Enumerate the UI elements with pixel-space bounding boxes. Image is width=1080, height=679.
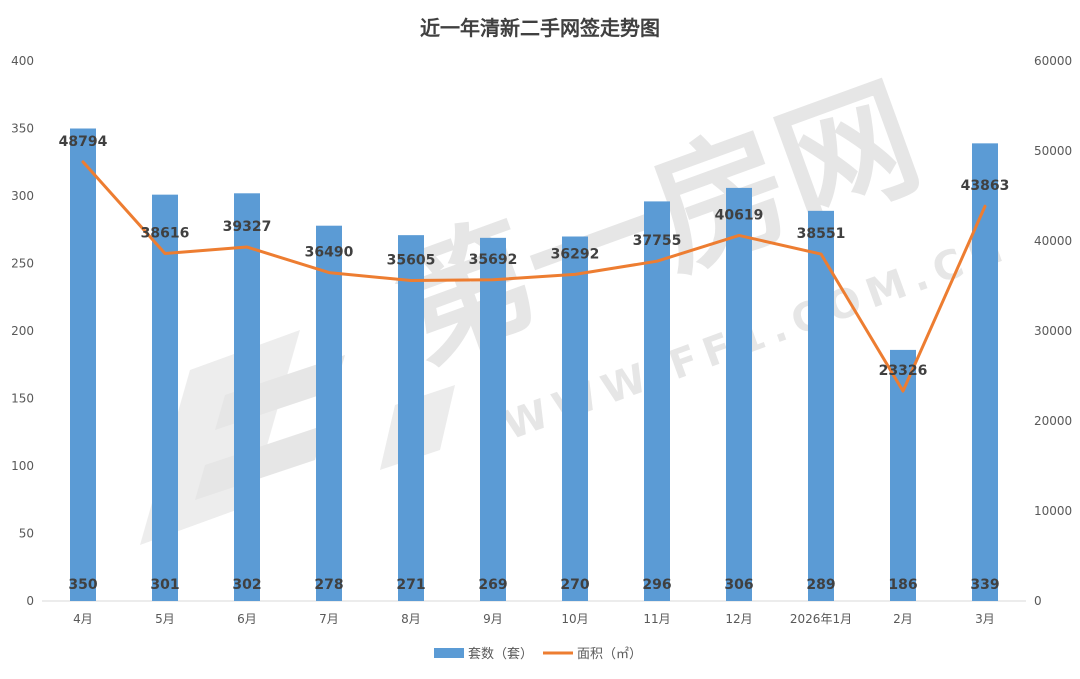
left-tick-label: 350 bbox=[11, 122, 34, 136]
bar bbox=[398, 235, 424, 601]
x-tick-label: 4月 bbox=[73, 612, 93, 626]
line-value-label: 36292 bbox=[551, 246, 600, 262]
line-series bbox=[81, 160, 987, 393]
x-axis-labels: 4月 5月 6月 7月 8月 9月 10月 11月 12月 2026年1月 2月 3月 bbox=[73, 612, 995, 626]
line-value-label: 39327 bbox=[223, 219, 272, 235]
bar-value-label: 186 bbox=[888, 577, 917, 593]
x-tick-label: 3月 bbox=[975, 612, 995, 626]
line-value-label: 35692 bbox=[469, 252, 518, 268]
x-tick-label: 11月 bbox=[643, 612, 670, 626]
line-value-label: 40619 bbox=[715, 207, 764, 223]
line-value-label: 38551 bbox=[797, 226, 846, 242]
bar-value-label: 306 bbox=[724, 577, 753, 593]
bar bbox=[316, 225, 342, 601]
legend: 套数（套） 面积（㎡） bbox=[434, 646, 642, 662]
bar-value-label: 270 bbox=[560, 577, 589, 593]
x-tick-label: 8月 bbox=[401, 612, 421, 626]
x-tick-label: 12月 bbox=[725, 612, 752, 626]
x-tick-label: 9月 bbox=[483, 612, 503, 626]
bar-data-labels: 350 301 302 278 271 269 270 296 306 289 186 339 bbox=[68, 577, 999, 593]
right-tick-label: 10000 bbox=[1034, 504, 1072, 518]
legend-label-line: 面积（㎡） bbox=[577, 647, 642, 662]
right-y-axis: 0 10000 20000 30000 40000 50000 60000 bbox=[1034, 54, 1072, 608]
right-tick-label: 40000 bbox=[1034, 234, 1072, 248]
bar bbox=[644, 201, 670, 601]
right-tick-label: 30000 bbox=[1034, 324, 1072, 338]
left-tick-label: 250 bbox=[11, 257, 34, 271]
left-tick-label: 400 bbox=[11, 54, 34, 68]
x-tick-label: 2月 bbox=[893, 612, 913, 626]
left-tick-label: 150 bbox=[11, 392, 34, 406]
line-data-labels: 48794 38616 39327 36490 35605 35692 36292 37755… bbox=[59, 134, 1010, 379]
bar-value-label: 339 bbox=[970, 577, 999, 593]
bar-value-label: 296 bbox=[642, 577, 671, 593]
x-tick-label: 6月 bbox=[237, 612, 257, 626]
area-line bbox=[81, 160, 987, 393]
bar-value-label: 350 bbox=[68, 577, 97, 593]
bar-value-label: 302 bbox=[232, 577, 261, 593]
left-tick-label: 100 bbox=[11, 459, 34, 473]
bar bbox=[562, 236, 588, 601]
bar bbox=[726, 187, 752, 601]
x-tick-label: 5月 bbox=[155, 612, 175, 626]
bar bbox=[70, 128, 96, 601]
bar-series bbox=[70, 128, 998, 602]
left-tick-label: 200 bbox=[11, 324, 34, 338]
left-tick-label: 300 bbox=[11, 189, 34, 203]
right-tick-label: 50000 bbox=[1034, 144, 1072, 158]
left-y-axis: 0 50 100 150 200 250 300 350 400 bbox=[11, 54, 34, 608]
legend-swatch-bar bbox=[434, 648, 464, 658]
left-tick-label: 50 bbox=[19, 527, 34, 541]
line-value-label: 35605 bbox=[387, 253, 436, 269]
bar-value-label: 289 bbox=[806, 577, 835, 593]
line-value-label: 48794 bbox=[59, 134, 108, 150]
right-tick-label: 0 bbox=[1034, 594, 1042, 608]
right-tick-label: 60000 bbox=[1034, 54, 1072, 68]
line-value-label: 37755 bbox=[633, 233, 682, 249]
bar bbox=[972, 143, 998, 601]
line-value-label: 38616 bbox=[141, 225, 190, 241]
left-tick-label: 0 bbox=[26, 594, 34, 608]
bar bbox=[234, 193, 260, 602]
chart-title: 近一年清新二手网签走势图 bbox=[420, 16, 660, 40]
right-tick-label: 20000 bbox=[1034, 414, 1072, 428]
bar bbox=[808, 210, 834, 601]
bar-value-label: 301 bbox=[150, 577, 179, 593]
line-value-label: 23326 bbox=[879, 363, 928, 379]
x-tick-label: 7月 bbox=[319, 612, 339, 626]
bar bbox=[480, 237, 506, 601]
bar bbox=[152, 194, 178, 601]
line-value-label: 43863 bbox=[961, 178, 1010, 194]
x-tick-label: 2026年1月 bbox=[790, 612, 852, 626]
x-tick-label: 10月 bbox=[561, 612, 588, 626]
line-value-label: 36490 bbox=[305, 245, 354, 261]
bar-value-label: 269 bbox=[478, 577, 507, 593]
bar-value-label: 278 bbox=[314, 577, 343, 593]
bar-value-label: 271 bbox=[396, 577, 425, 593]
legend-label-bar: 套数（套） bbox=[468, 646, 533, 662]
